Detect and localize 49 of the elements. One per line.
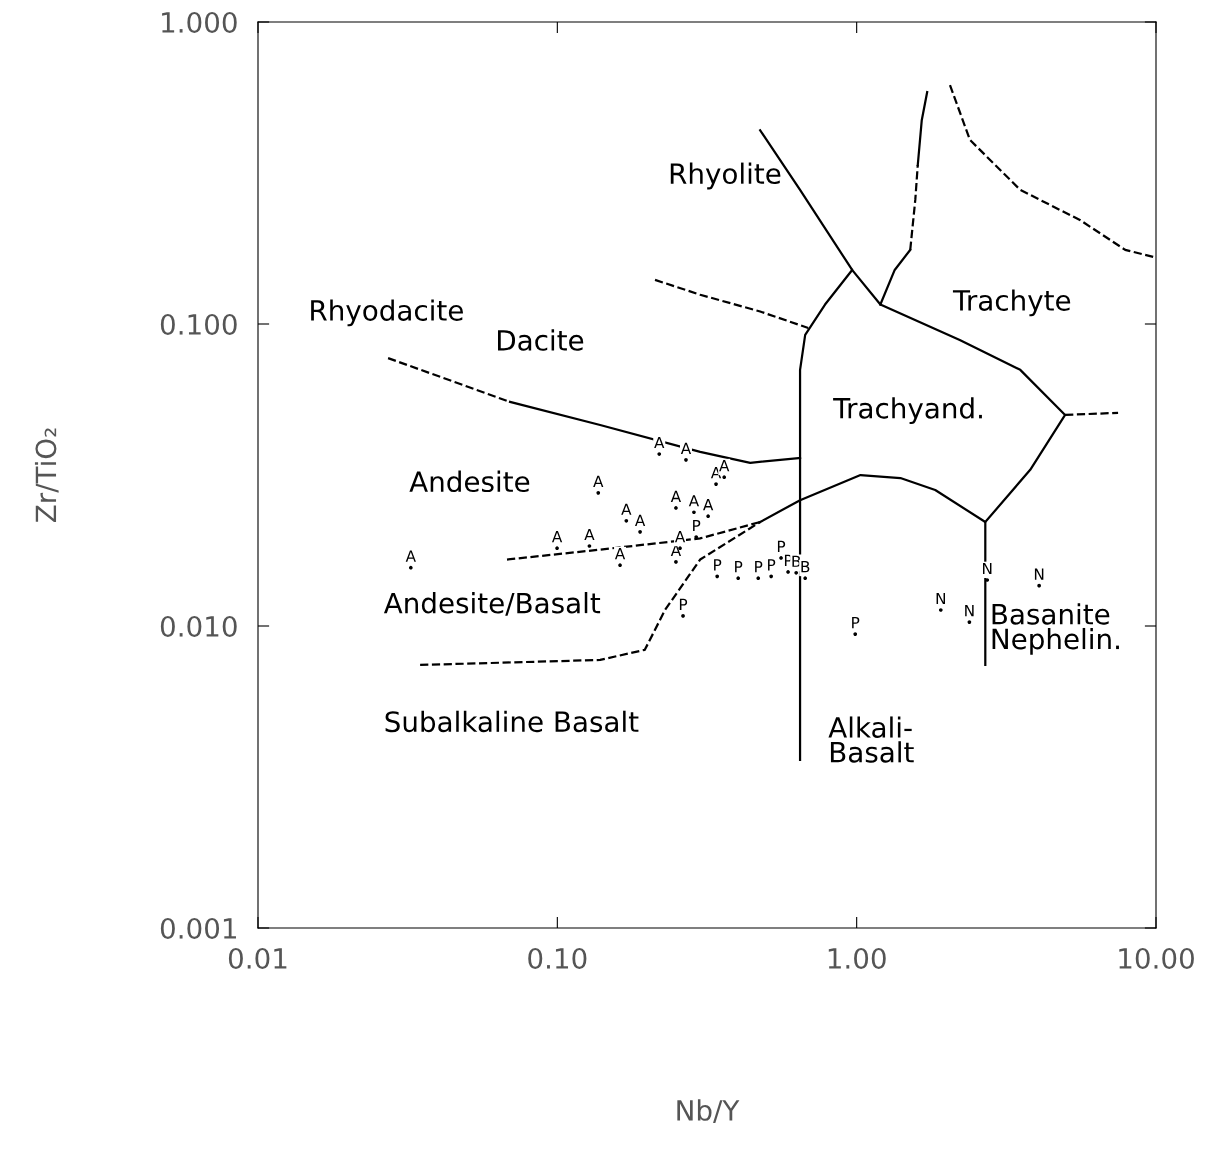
text: N bbox=[936, 592, 945, 605]
text: A bbox=[551, 531, 563, 543]
text: A bbox=[654, 436, 665, 449]
text: B bbox=[792, 555, 801, 567]
text: A bbox=[719, 460, 730, 472]
text: A bbox=[703, 499, 714, 511]
x-tick-label: 0.01 bbox=[228, 947, 287, 969]
text: A bbox=[614, 548, 626, 560]
text: A bbox=[680, 442, 692, 454]
text: P bbox=[714, 559, 722, 571]
x-tick-label: 10.00 bbox=[1119, 947, 1194, 969]
series-label: B bbox=[801, 561, 810, 573]
text: A bbox=[670, 490, 682, 502]
text: A bbox=[621, 503, 632, 515]
text: A bbox=[674, 531, 686, 543]
text: P bbox=[755, 561, 763, 573]
text: P bbox=[693, 519, 701, 532]
y-tick-label: 0.010 bbox=[160, 615, 237, 637]
y-tick-label: 1.000 bbox=[162, 11, 237, 33]
text: P bbox=[777, 540, 786, 552]
text: A bbox=[405, 550, 416, 562]
text: N bbox=[965, 605, 974, 617]
text: A bbox=[593, 475, 604, 487]
annotation: Alkali- Basalt bbox=[828, 716, 914, 763]
x-tick-label: 1.00 bbox=[828, 947, 886, 969]
text: A bbox=[710, 467, 722, 479]
annotation: Trachyand. bbox=[833, 397, 982, 425]
text: P bbox=[852, 617, 860, 629]
annotation: Andesite bbox=[409, 470, 530, 493]
text: A bbox=[584, 528, 595, 541]
annotation: Rhyodacite bbox=[311, 299, 463, 327]
text: A bbox=[634, 514, 646, 526]
series-label: N bbox=[1034, 568, 1044, 580]
x-tick-label: 0.10 bbox=[528, 947, 587, 969]
annotation: Andesite/Basalt bbox=[383, 592, 601, 616]
text: P bbox=[768, 559, 776, 571]
annotation: Rhyolite bbox=[670, 162, 781, 190]
text: A bbox=[688, 495, 700, 507]
annotation: Trachyte bbox=[952, 289, 1071, 317]
text: P bbox=[735, 561, 743, 573]
annotation: Subalkaline Basalt bbox=[385, 710, 639, 733]
annotation: Basanite Nephelin. bbox=[992, 603, 1119, 655]
y-tick-label: 0.100 bbox=[160, 313, 237, 335]
text: P bbox=[679, 598, 688, 610]
text: N bbox=[983, 562, 992, 575]
annotation: Dacite bbox=[498, 329, 584, 351]
y-axis-title: Zr/TiO₂ bbox=[34, 428, 59, 523]
y-tick-label: 0.001 bbox=[160, 917, 236, 939]
x-axis-title: Nb/Y bbox=[677, 1099, 740, 1124]
